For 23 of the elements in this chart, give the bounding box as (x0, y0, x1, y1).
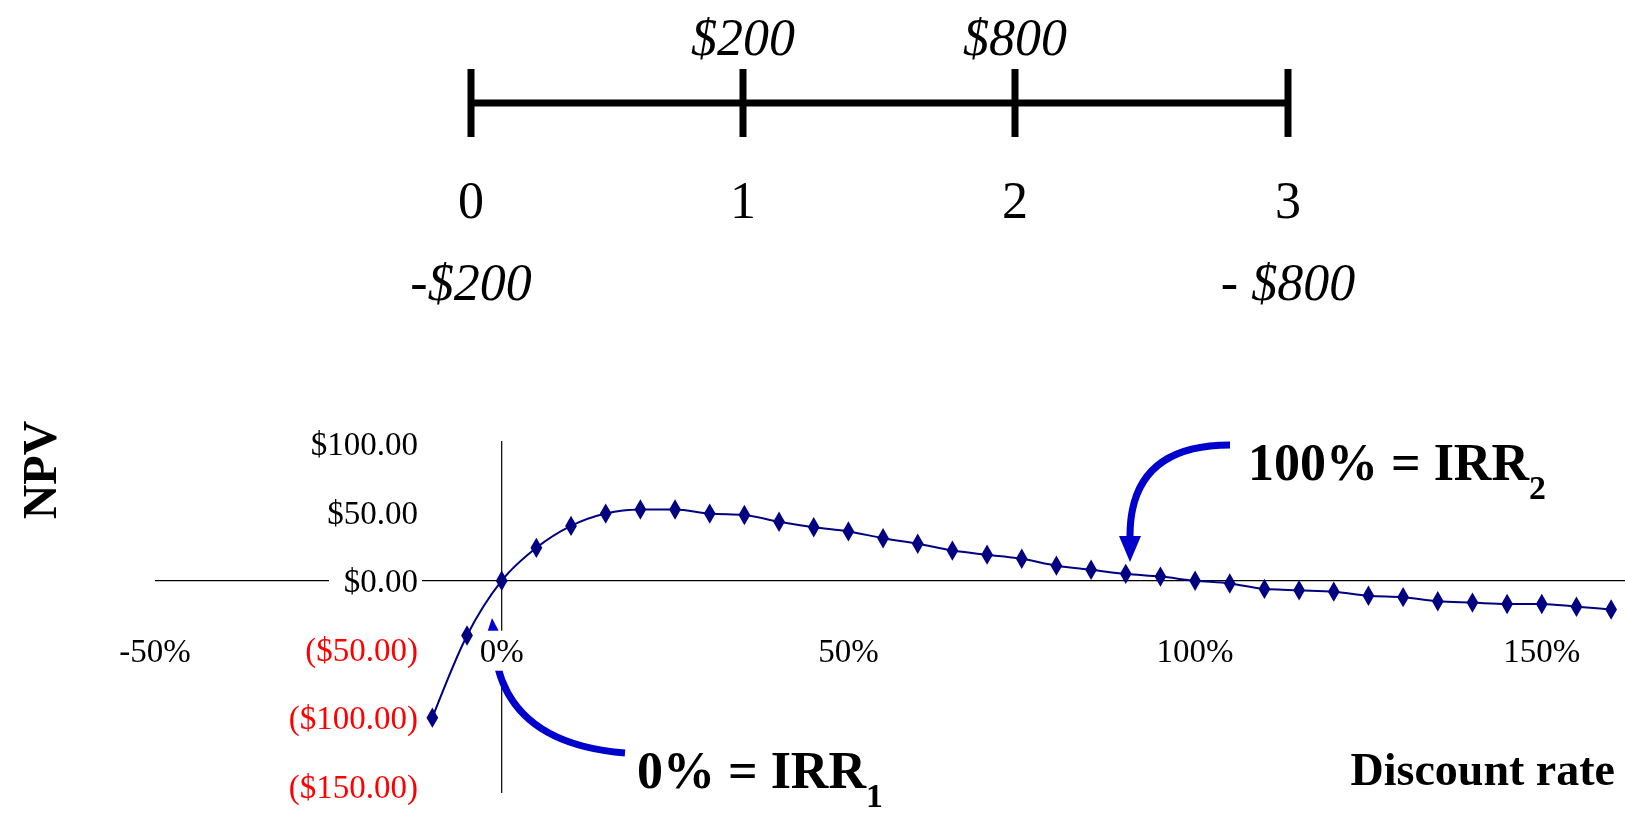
text: 3 (1275, 172, 1301, 229)
text: 1 (730, 172, 756, 229)
y-tick-label: $100.00 (310, 426, 418, 463)
text: 2 (1002, 172, 1028, 229)
x-tick-label: 100% (1156, 633, 1234, 670)
y-axis-title: NPV (13, 420, 66, 520)
text: $800 (963, 9, 1067, 66)
y-tick-label: $50.00 (327, 494, 418, 531)
x-tick-label: -50% (119, 633, 191, 670)
text: $200 (691, 9, 795, 66)
y-tick-label: ($100.00) (288, 700, 418, 738)
y-tick-label: $0.00 (343, 563, 418, 600)
y-tick-label: ($50.00) (305, 631, 418, 669)
text: -$200 (410, 254, 532, 311)
y-tick-label: ($150.00) (288, 768, 418, 806)
annotation: 100% = IRR$_{2}$ (1248, 434, 1546, 506)
text: - $800 (1220, 254, 1356, 311)
x-tick-label: 50% (818, 633, 879, 670)
annotation: 0% = IRR$_{1}$ (637, 742, 883, 814)
x-axis-title: Discount rate (1350, 744, 1615, 795)
x-tick-label: 0% (479, 633, 524, 670)
text: 0 (458, 172, 484, 229)
x-tick-label: 150% (1503, 633, 1581, 670)
